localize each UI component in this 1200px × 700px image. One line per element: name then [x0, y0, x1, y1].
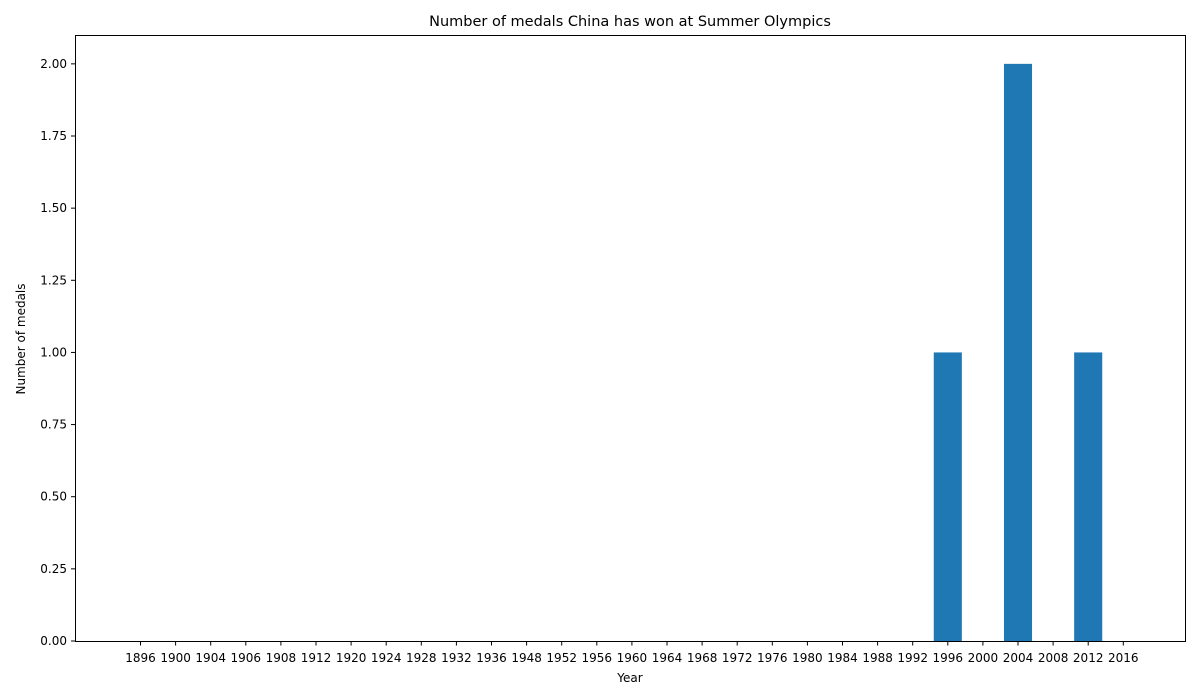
- chart-title: Number of medals China has won at Summer…: [429, 14, 831, 30]
- x-tick-label-1908: 1908: [266, 651, 297, 665]
- bars-group: [933, 63, 1103, 642]
- bar-1996: [933, 352, 962, 641]
- x-tick-label-1920: 1920: [336, 651, 367, 665]
- y-tick-label-2: 0.50: [40, 490, 67, 504]
- x-axis: 1896 1900 1904 1906 1908 1912 1920 1924 1928 1932…: [125, 641, 1139, 665]
- x-tick-label-1896: 1896: [125, 651, 156, 665]
- y-axis: 0.00 0.25 0.50 0.75 1.00 1.25 1.50 1.75 2.00: [40, 57, 75, 648]
- x-tick-label-2016: 2016: [1108, 651, 1139, 665]
- x-tick-label-1912: 1912: [301, 651, 332, 665]
- x-tick-label-1996: 1996: [933, 651, 964, 665]
- x-tick-label-1976: 1976: [757, 651, 788, 665]
- x-tick-label-1936: 1936: [476, 651, 507, 665]
- x-tick-label-1984: 1984: [827, 651, 858, 665]
- y-tick-label-5: 1.25: [40, 273, 67, 287]
- x-tick-label-1960: 1960: [617, 651, 648, 665]
- x-tick-label-2004: 2004: [1003, 651, 1034, 665]
- y-tick-label-3: 0.75: [40, 418, 67, 432]
- x-tick-label-1988: 1988: [862, 651, 893, 665]
- x-tick-label-2012: 2012: [1073, 651, 1104, 665]
- x-tick-label-1924: 1924: [371, 651, 402, 665]
- y-tick-label-6: 1.50: [40, 201, 67, 215]
- y-tick-label-0: 0.00: [40, 634, 67, 648]
- x-tick-label-1904: 1904: [195, 651, 226, 665]
- x-tick-label-1952: 1952: [546, 651, 577, 665]
- x-tick-label-1932: 1932: [441, 651, 472, 665]
- x-tick-label-1900: 1900: [160, 651, 191, 665]
- x-tick-label-1906: 1906: [231, 651, 262, 665]
- x-tick-label-2000: 2000: [968, 651, 999, 665]
- x-tick-label-1980: 1980: [792, 651, 823, 665]
- y-tick-label-1: 0.25: [40, 562, 67, 576]
- x-tick-label-1948: 1948: [511, 651, 542, 665]
- y-tick-label-7: 1.75: [40, 129, 67, 143]
- x-tick-label-2008: 2008: [1038, 651, 1069, 665]
- x-axis-label: Year: [616, 671, 642, 685]
- x-tick-label-1968: 1968: [687, 651, 718, 665]
- y-tick-label-4: 1.00: [40, 345, 67, 359]
- x-tick-label-1956: 1956: [582, 651, 613, 665]
- y-axis-label: Number of medals: [14, 283, 28, 394]
- x-tick-label-1928: 1928: [406, 651, 437, 665]
- x-tick-label-1992: 1992: [897, 651, 928, 665]
- x-tick-label-1972: 1972: [722, 651, 753, 665]
- plot-frame: [75, 35, 1186, 642]
- bar-2004: [1003, 63, 1033, 642]
- bar-2012: [1074, 352, 1103, 641]
- y-tick-label-8: 2.00: [40, 57, 67, 71]
- x-tick-label-1964: 1964: [652, 651, 683, 665]
